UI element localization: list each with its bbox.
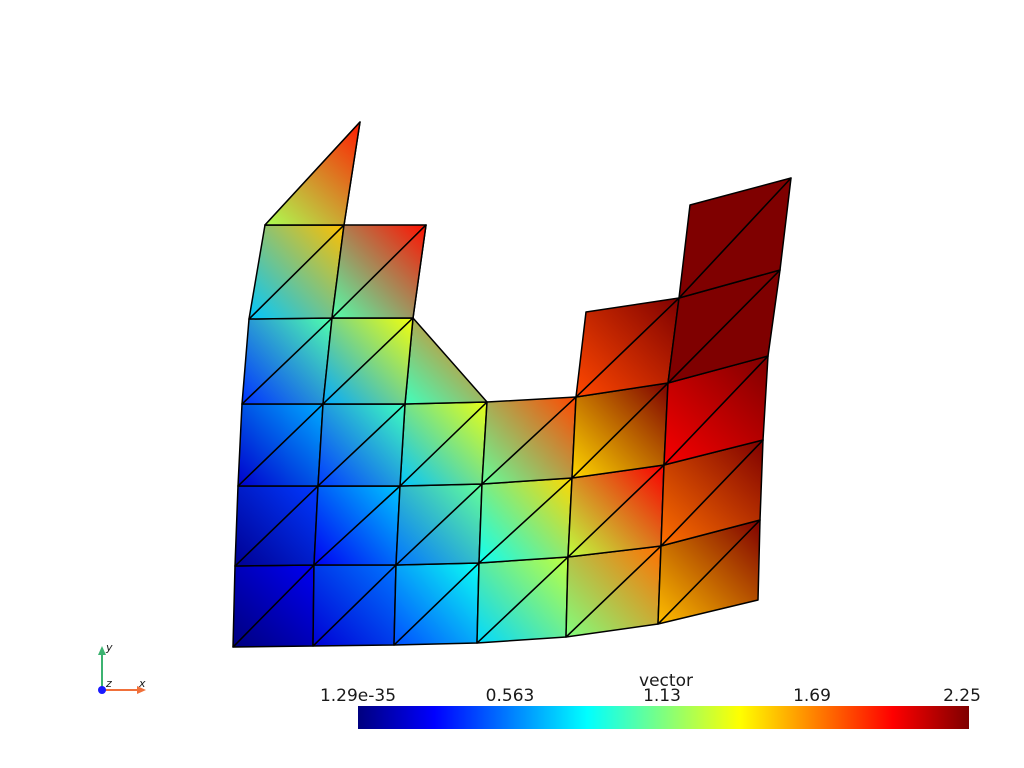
scalar-bar-tick-label: 0.563 [486,686,535,706]
scalar-bar-tick-label: 1.13 [643,686,681,706]
x-axis-arrow [137,686,146,694]
scalar-bar-tick-label: 1.29e-35 [320,686,396,706]
mesh-triangle [331,224,427,319]
mesh-triangle [575,297,680,398]
scalar-bar-gradient [358,706,969,729]
scalar-bar-tick-label: 2.25 [943,686,981,706]
z-axis-label: z [105,677,112,690]
y-axis-label: y [105,641,113,654]
mesh-triangle [264,121,361,226]
mesh-triangle [404,317,488,405]
mesh-triangle [322,317,414,405]
y-axis-arrow [98,646,106,655]
scalar-bar-tick-label: 1.69 [793,686,831,706]
scalar-bar-title: vector [639,671,693,691]
mesh-triangle [481,396,577,485]
axes-widget: y x z [98,641,146,694]
x-axis-label: x [138,677,146,690]
mesh-triangle [317,403,406,487]
z-axis-dot [98,686,106,694]
mesh-surface[interactable] [232,121,792,648]
scalar-bar: vector 1.29e-35 0.563 1.13 1.69 2.25 [320,671,981,729]
mesh-triangle [678,177,792,299]
